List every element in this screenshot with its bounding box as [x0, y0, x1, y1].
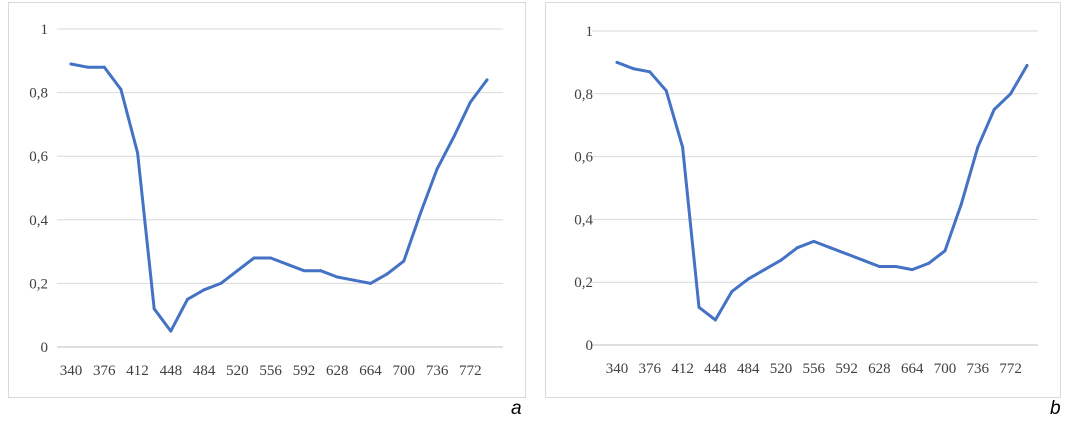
- data-point: [335, 275, 339, 279]
- x-tick-label: 772: [999, 361, 1022, 377]
- data-point: [1009, 92, 1013, 96]
- x-tick-label: 700: [934, 361, 957, 377]
- y-tick-label: 0,2: [574, 275, 593, 291]
- data-point: [435, 167, 439, 171]
- y-tick-label: 0,2: [29, 276, 48, 292]
- data-point: [252, 256, 256, 260]
- x-tick-label: 736: [426, 363, 449, 379]
- data-point: [302, 269, 306, 273]
- data-point: [285, 262, 289, 266]
- data-point: [664, 89, 668, 93]
- x-tick-label: 412: [126, 363, 149, 379]
- data-point: [136, 151, 140, 155]
- x-tick-label: 376: [93, 363, 116, 379]
- data-point: [648, 70, 652, 74]
- chart-panel-a: 0 0,2 0,4 0,6 0,8 1 340 376 412 448 484 520 556 592 62…: [8, 2, 526, 398]
- data-point: [219, 281, 223, 285]
- data-point: [152, 307, 156, 311]
- x-tick-label: 592: [293, 363, 316, 379]
- y-tick-label: 1: [41, 22, 49, 38]
- x-tick-label: 664: [901, 361, 924, 377]
- panel-label-a: a: [511, 398, 522, 419]
- series-line: [615, 60, 1029, 322]
- x-tick-label: 592: [835, 361, 858, 377]
- panel-label-b: b: [1050, 398, 1061, 419]
- data-point: [927, 261, 931, 265]
- x-tick-label: 484: [193, 363, 216, 379]
- data-point: [169, 329, 173, 333]
- x-tick-label: 772: [459, 363, 482, 379]
- x-tick-label: 484: [737, 361, 760, 377]
- data-point: [119, 87, 123, 91]
- data-point: [713, 318, 717, 322]
- data-point: [369, 281, 373, 285]
- data-point: [992, 108, 996, 111]
- data-point: [615, 60, 619, 64]
- data-point: [861, 258, 865, 262]
- data-point: [86, 65, 90, 69]
- chart-panel-b: 0 0,2 0,4 0,6 0,8 1 340 376 412 448 484 520 556 592 62…: [545, 2, 1061, 398]
- x-tick-label: 448: [160, 363, 183, 379]
- data-point: [730, 290, 734, 294]
- data-point: [352, 278, 356, 282]
- data-point: [976, 145, 980, 149]
- data-point: [746, 277, 750, 281]
- data-point: [485, 78, 489, 82]
- chart-a-plot: 0 0,2 0,4 0,6 0,8 1 340 376 412 448 484 520 556 592 62…: [29, 22, 503, 379]
- x-tick-label: 520: [226, 363, 249, 379]
- y-tick-label: 0,6: [29, 149, 48, 165]
- data-point: [69, 62, 73, 66]
- data-point: [959, 202, 963, 206]
- data-point: [235, 269, 239, 273]
- data-point: [319, 269, 323, 273]
- y-tick-label: 0,4: [574, 212, 593, 228]
- data-point: [894, 265, 898, 268]
- x-tick-label: 556: [803, 361, 826, 377]
- data-point: [202, 288, 206, 292]
- y-tick-label: 0,8: [29, 86, 48, 102]
- x-tick-label: 628: [326, 363, 349, 379]
- data-point: [468, 100, 472, 104]
- data-point: [763, 268, 767, 272]
- data-point: [697, 305, 701, 309]
- data-point: [452, 135, 456, 139]
- data-point: [828, 246, 832, 250]
- data-point: [269, 256, 273, 260]
- x-tick-label: 556: [259, 363, 282, 379]
- data-point: [102, 65, 106, 69]
- data-point: [779, 258, 783, 262]
- data-point: [418, 211, 422, 215]
- data-point: [681, 145, 685, 149]
- series-line: [69, 62, 489, 333]
- data-point: [812, 239, 816, 243]
- y-tick-label: 0,8: [574, 87, 593, 103]
- y-tick-label: 0,6: [574, 150, 593, 166]
- data-point: [910, 268, 914, 272]
- y-tick-label: 1: [586, 24, 594, 40]
- data-point: [185, 297, 189, 301]
- x-tick-label: 412: [671, 361, 694, 377]
- y-tick-label: 0: [586, 338, 594, 354]
- data-point: [385, 272, 389, 276]
- x-tick-label: 664: [359, 363, 382, 379]
- data-point: [795, 246, 799, 250]
- x-tick-label: 376: [639, 361, 662, 377]
- x-tick-label: 736: [967, 361, 990, 377]
- data-point: [402, 259, 406, 263]
- y-tick-label: 0: [41, 340, 49, 356]
- x-tick-label: 340: [606, 361, 629, 377]
- x-tick-label: 628: [868, 361, 891, 377]
- y-tick-label: 0,4: [29, 213, 48, 229]
- x-tick-label: 700: [393, 363, 416, 379]
- x-tick-label: 340: [60, 363, 83, 379]
- x-tick-label: 520: [770, 361, 793, 377]
- data-point: [877, 265, 881, 268]
- data-point: [631, 67, 635, 71]
- data-point: [943, 249, 947, 253]
- chart-b-plot: 0 0,2 0,4 0,6 0,8 1 340 376 412 448 484 520 556 592 62…: [574, 24, 1038, 377]
- data-point: [1025, 64, 1029, 68]
- data-point: [845, 252, 849, 256]
- x-tick-label: 448: [704, 361, 727, 377]
